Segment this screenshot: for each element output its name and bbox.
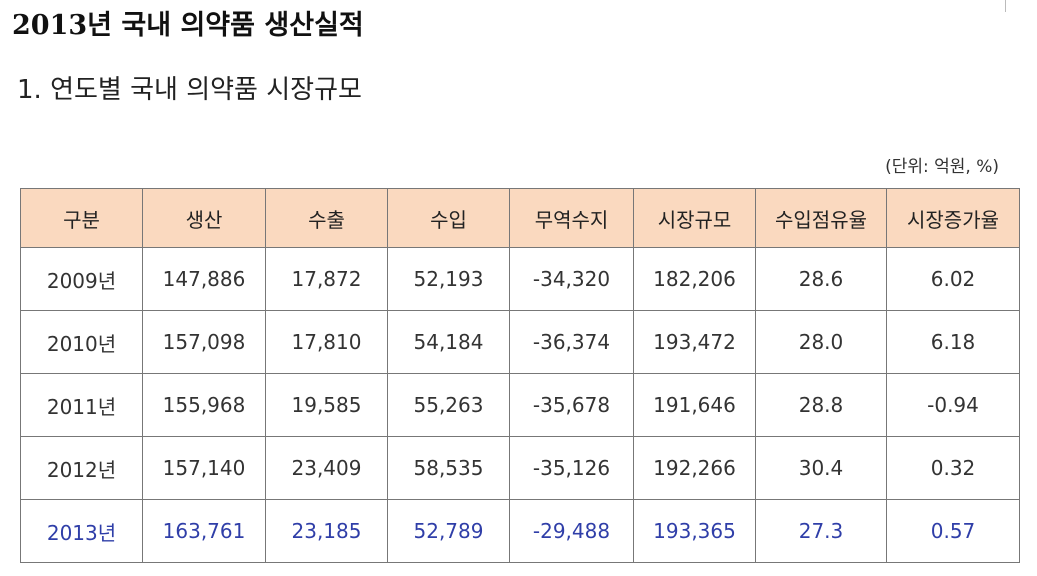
cell-market-size: 182,206 [633, 247, 756, 311]
table-row: 2012년 157,140 23,409 58,535 -35,126 192,… [20, 436, 1020, 500]
unit-note: (단위: 억원, %) [885, 157, 999, 177]
cell-export: 23,409 [265, 436, 388, 500]
table-row: 2011년 155,968 19,585 55,263 -35,678 191,… [20, 373, 1020, 437]
header-export: 수출 [265, 188, 388, 248]
cell-market-growth: 0.57 [886, 499, 1020, 563]
cell-import: 58,535 [387, 436, 510, 500]
cell-import-share: 28.6 [755, 247, 887, 311]
cell-market-growth: 0.32 [886, 436, 1020, 500]
header-import-share: 수입점유율 [755, 188, 887, 248]
header-market-size: 시장규모 [633, 188, 756, 248]
cell-production: 155,968 [142, 373, 266, 437]
cell-market-growth: -0.94 [886, 373, 1020, 437]
cell-market-size: 193,472 [633, 310, 756, 374]
cell-market-growth: 6.02 [886, 247, 1020, 311]
cell-import: 52,193 [387, 247, 510, 311]
cell-import: 54,184 [387, 310, 510, 374]
cell-year: 2010년 [20, 310, 143, 374]
cell-import-share: 30.4 [755, 436, 887, 500]
table-header-row: 구분 생산 수출 수입 무역수지 시장규모 수입점유율 시장증가율 [20, 188, 1020, 248]
market-size-table: 구분 생산 수출 수입 무역수지 시장규모 수입점유율 시장증가율 2009년 … [20, 188, 1020, 563]
cell-trade-balance: -35,678 [509, 373, 634, 437]
header-production: 생산 [142, 188, 266, 248]
cell-market-size: 191,646 [633, 373, 756, 437]
section-title: 1. 연도별 국내 의약품 시장규모 [17, 75, 362, 105]
cell-year: 2011년 [20, 373, 143, 437]
cell-year: 2009년 [20, 247, 143, 311]
cell-production: 157,140 [142, 436, 266, 500]
page-edge-divider [1005, 0, 1006, 12]
header-trade-balance: 무역수지 [509, 188, 634, 248]
cell-import: 55,263 [387, 373, 510, 437]
header-category: 구분 [20, 188, 143, 248]
cell-export: 23,185 [265, 499, 388, 563]
table-row: 2009년 147,886 17,872 52,193 -34,320 182,… [20, 247, 1020, 311]
cell-production: 163,761 [142, 499, 266, 563]
header-market-growth: 시장증가율 [886, 188, 1020, 248]
cell-trade-balance: -29,488 [509, 499, 634, 563]
cell-import-share: 28.0 [755, 310, 887, 374]
cell-trade-balance: -34,320 [509, 247, 634, 311]
cell-market-size: 192,266 [633, 436, 756, 500]
cell-year: 2012년 [20, 436, 143, 500]
cell-trade-balance: -35,126 [509, 436, 634, 500]
document-title: 2013년 국내 의약품 생산실적 [12, 10, 364, 41]
cell-production: 157,098 [142, 310, 266, 374]
cell-import-share: 27.3 [755, 499, 887, 563]
cell-import-share: 28.8 [755, 373, 887, 437]
cell-market-growth: 6.18 [886, 310, 1020, 374]
cell-export: 17,872 [265, 247, 388, 311]
table-row: 2010년 157,098 17,810 54,184 -36,374 193,… [20, 310, 1020, 374]
cell-market-size: 193,365 [633, 499, 756, 563]
cell-export: 17,810 [265, 310, 388, 374]
cell-import: 52,789 [387, 499, 510, 563]
cell-year: 2013년 [20, 499, 143, 563]
table-row-highlighted: 2013년 163,761 23,185 52,789 -29,488 193,… [20, 499, 1020, 563]
cell-export: 19,585 [265, 373, 388, 437]
cell-production: 147,886 [142, 247, 266, 311]
header-import: 수입 [387, 188, 510, 248]
cell-trade-balance: -36,374 [509, 310, 634, 374]
